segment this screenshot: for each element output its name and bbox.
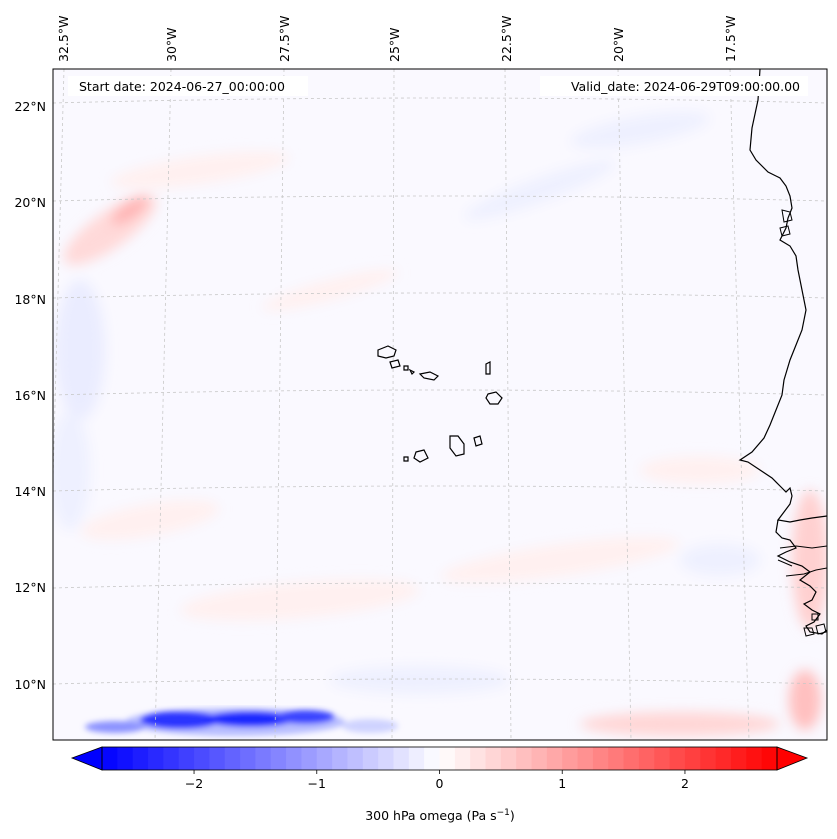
colorbar-segment xyxy=(715,747,732,770)
lon-label: 20°W xyxy=(611,27,626,62)
lat-label: 12°N xyxy=(14,580,46,595)
cape-verde-islands xyxy=(377,345,503,463)
lat-label: 22°N xyxy=(14,99,46,114)
lat-label: 14°N xyxy=(14,484,46,499)
lat-label: 16°N xyxy=(14,388,46,403)
colorbar-segment xyxy=(301,747,318,770)
lon-label: 25°W xyxy=(387,27,402,62)
colorbar-extend-min xyxy=(70,746,103,771)
senegal-gambia-detail xyxy=(777,545,827,577)
colorbar-segment xyxy=(117,747,134,770)
colorbar-segment xyxy=(439,747,456,770)
lon-label: 32.5°W xyxy=(56,16,71,62)
colorbar-segment xyxy=(102,747,118,770)
start-date-label: Start date: 2024-06-27_00:00:00 xyxy=(79,79,285,94)
colorbar-segment xyxy=(730,747,747,770)
colorbar-segment xyxy=(255,747,272,770)
colorbar-segment xyxy=(592,747,609,770)
colorbar-segment xyxy=(470,747,487,770)
africa-coastline xyxy=(738,69,827,523)
colorbar-segment xyxy=(194,747,210,770)
latitude-labels: 22°N 20°N 18°N 16°N 14°N 12°N 10°N xyxy=(14,99,46,692)
colorbar-segment xyxy=(562,747,579,770)
banc-arguin xyxy=(779,209,793,237)
colorbar-tick-label: −1 xyxy=(308,776,326,791)
colorbar-segment xyxy=(316,747,333,770)
colorbar: −2 −1 0 1 2 300 hPa omega (Pa s−1) xyxy=(70,746,809,823)
lon-label: 22.5°W xyxy=(499,16,514,62)
lat-label: 20°N xyxy=(14,195,46,210)
lon-label: 17.5°W xyxy=(723,16,738,62)
colorbar-tick-label: 0 xyxy=(436,776,444,791)
colorbar-tick-label: 1 xyxy=(558,776,566,791)
colorbar-segment xyxy=(454,747,471,770)
colorbar-segment xyxy=(270,747,287,770)
colorbar-tick-label: 2 xyxy=(681,776,689,791)
lat-label: 18°N xyxy=(14,292,46,307)
colorbar-extend-max xyxy=(776,746,809,771)
colorbar-segment xyxy=(286,747,303,770)
colorbar-segment xyxy=(132,747,149,770)
longitude-labels: 32.5°W 30°W 27.5°W 25°W 22.5°W 20°W 17.5… xyxy=(56,16,738,62)
colorbar-segment xyxy=(546,747,563,770)
colorbar-segment xyxy=(516,747,533,770)
colorbar-tick-label: −2 xyxy=(185,776,203,791)
africa-coastline-south xyxy=(775,519,827,635)
graticule xyxy=(53,69,827,740)
lon-label: 27.5°W xyxy=(277,16,292,62)
colorbar-segment xyxy=(224,747,241,770)
colorbar-segment xyxy=(163,747,180,770)
omega-field-shading xyxy=(53,111,827,736)
colorbar-segment xyxy=(623,747,640,770)
colorbar-segment xyxy=(178,747,195,770)
colorbar-segment xyxy=(669,747,686,770)
colorbar-segment xyxy=(531,747,548,770)
lon-label: 30°W xyxy=(164,27,179,62)
lat-label: 10°N xyxy=(14,677,46,692)
colorbar-segment xyxy=(500,747,517,770)
colorbar-segment xyxy=(240,747,257,770)
colorbar-segment xyxy=(362,747,379,770)
colorbar-segment xyxy=(393,747,410,770)
map-frame xyxy=(52,68,828,741)
bijagos-islands xyxy=(803,613,827,637)
colorbar-segment xyxy=(209,747,226,770)
colorbar-segment xyxy=(378,747,395,770)
colorbar-segments xyxy=(102,747,778,770)
colorbar-segment xyxy=(638,747,655,770)
colorbar-label: 300 hPa omega (Pa s−1) xyxy=(365,808,515,823)
colorbar-segment xyxy=(485,747,502,770)
colorbar-segment xyxy=(148,747,164,770)
colorbar-segment xyxy=(761,747,778,770)
colorbar-segment xyxy=(347,747,364,770)
colorbar-segment xyxy=(577,747,594,770)
map-panel: Start date: 2024-06-27_00:00:00 Valid_da… xyxy=(53,69,827,740)
colorbar-segment xyxy=(746,747,763,770)
valid-date-box xyxy=(540,76,808,96)
colorbar-segment xyxy=(608,747,625,770)
start-date-box xyxy=(68,76,308,96)
colorbar-segment xyxy=(654,747,671,770)
strong-ascent-band xyxy=(85,708,398,736)
colorbar-segment xyxy=(424,747,441,770)
colorbar-ticks: −2 −1 0 1 2 xyxy=(185,770,689,791)
colorbar-segment xyxy=(408,747,425,770)
colorbar-segment xyxy=(700,747,717,770)
colorbar-segment xyxy=(684,747,701,770)
valid-date-label: Valid_date: 2024-06-29T09:00:00.00 xyxy=(571,79,800,94)
colorbar-segment xyxy=(332,747,349,770)
